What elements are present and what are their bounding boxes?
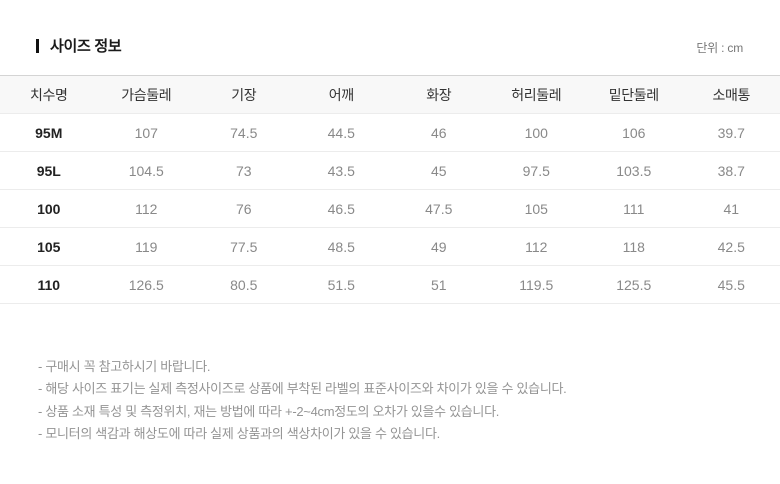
table-row: 95M 107 74.5 44.5 46 100 106 39.7 — [0, 113, 780, 152]
notes-block: - 구매시 꼭 참고하시기 바랍니다. - 해당 사이즈 표기는 실제 측정사이즈… — [38, 356, 780, 446]
size-value-cell: 45.5 — [682, 265, 780, 304]
size-value-cell: 97.5 — [487, 151, 585, 190]
size-value-cell: 103.5 — [585, 151, 683, 190]
size-value-cell: 47.5 — [390, 189, 488, 228]
size-value-cell: 46.5 — [292, 189, 390, 228]
size-value-cell: 112 — [97, 189, 195, 228]
size-name-cell: 110 — [0, 265, 98, 304]
column-header: 밑단둘레 — [585, 75, 683, 114]
size-value-cell: 126.5 — [97, 265, 195, 304]
size-table-header-row: 치수명 가슴둘레 기장 어깨 화장 허리둘레 밑단둘레 소매통 — [0, 75, 780, 114]
size-value-cell: 38.7 — [682, 151, 780, 190]
size-value-cell: 73 — [195, 151, 293, 190]
table-row: 95L 104.5 73 43.5 45 97.5 103.5 38.7 — [0, 151, 780, 190]
table-row: 100 112 76 46.5 47.5 105 111 41 — [0, 189, 780, 228]
size-value-cell: 107 — [97, 113, 195, 152]
size-value-cell: 80.5 — [195, 265, 293, 304]
size-value-cell: 49 — [390, 227, 488, 266]
size-value-cell: 77.5 — [195, 227, 293, 266]
note-line: - 모니터의 색감과 해상도에 따라 실제 상품과의 색상차이가 있을 수 있습… — [38, 426, 440, 442]
size-value-cell: 46 — [390, 113, 488, 152]
column-header: 치수명 — [0, 75, 98, 114]
column-header: 어깨 — [292, 75, 390, 114]
size-value-cell: 118 — [585, 227, 683, 266]
size-value-cell: 119.5 — [487, 265, 585, 304]
column-header: 화장 — [390, 75, 488, 114]
table-row: 110 126.5 80.5 51.5 51 119.5 125.5 45.5 — [0, 265, 780, 304]
size-name-cell: 95M — [0, 113, 98, 152]
title-accent-bar — [36, 38, 39, 53]
size-value-cell: 42.5 — [682, 227, 780, 266]
size-value-cell: 43.5 — [292, 151, 390, 190]
size-value-cell: 48.5 — [292, 227, 390, 266]
section-title: 사이즈 정보 — [36, 35, 122, 56]
size-value-cell: 104.5 — [97, 151, 195, 190]
size-value-cell: 51.5 — [292, 265, 390, 304]
size-value-cell: 45 — [390, 151, 488, 190]
size-value-cell: 51 — [390, 265, 488, 304]
column-header: 허리둘레 — [487, 75, 585, 114]
size-table-body: 95M 107 74.5 44.5 46 100 106 39.7 95L 104.5 73 43.5… — [0, 113, 780, 304]
size-value-cell: 41 — [682, 189, 780, 228]
size-value-cell: 76 — [195, 189, 293, 228]
column-header: 가슴둘레 — [97, 75, 195, 114]
size-value-cell: 119 — [97, 227, 195, 266]
size-value-cell: 112 — [487, 227, 585, 266]
note-line: - 해당 사이즈 표기는 실제 측정사이즈로 상품에 부착된 라벨의 표준사이즈… — [38, 381, 567, 397]
note-line: - 상품 소재 특성 및 측정위치, 재는 방법에 따라 +-2~4cm정도의 … — [38, 403, 500, 419]
size-value-cell: 111 — [585, 189, 683, 228]
size-name-cell: 95L — [0, 151, 98, 190]
size-value-cell: 125.5 — [585, 265, 683, 304]
unit-label: 단위 : cm — [696, 41, 743, 55]
section-title-text: 사이즈 정보 — [50, 38, 122, 55]
size-value-cell: 39.7 — [682, 113, 780, 152]
size-value-cell: 44.5 — [292, 113, 390, 152]
size-value-cell: 106 — [585, 113, 683, 152]
size-value-cell: 74.5 — [195, 113, 293, 152]
size-table: 치수명 가슴둘레 기장 어깨 화장 허리둘레 밑단둘레 소매통 95M 107 74.5 44.5 4… — [0, 75, 780, 304]
column-header: 기장 — [195, 75, 293, 114]
size-value-cell: 105 — [487, 189, 585, 228]
note-line: - 구매시 꼭 참고하시기 바랍니다. — [38, 359, 211, 374]
size-name-cell: 100 — [0, 189, 98, 228]
size-value-cell: 100 — [487, 113, 585, 152]
section-header: 사이즈 정보 단위 : cm — [0, 0, 780, 56]
size-table-head: 치수명 가슴둘레 기장 어깨 화장 허리둘레 밑단둘레 소매통 — [0, 75, 780, 114]
table-row: 105 119 77.5 48.5 49 112 118 42.5 — [0, 227, 780, 266]
size-name-cell: 105 — [0, 227, 98, 266]
column-header: 소매통 — [682, 75, 780, 114]
